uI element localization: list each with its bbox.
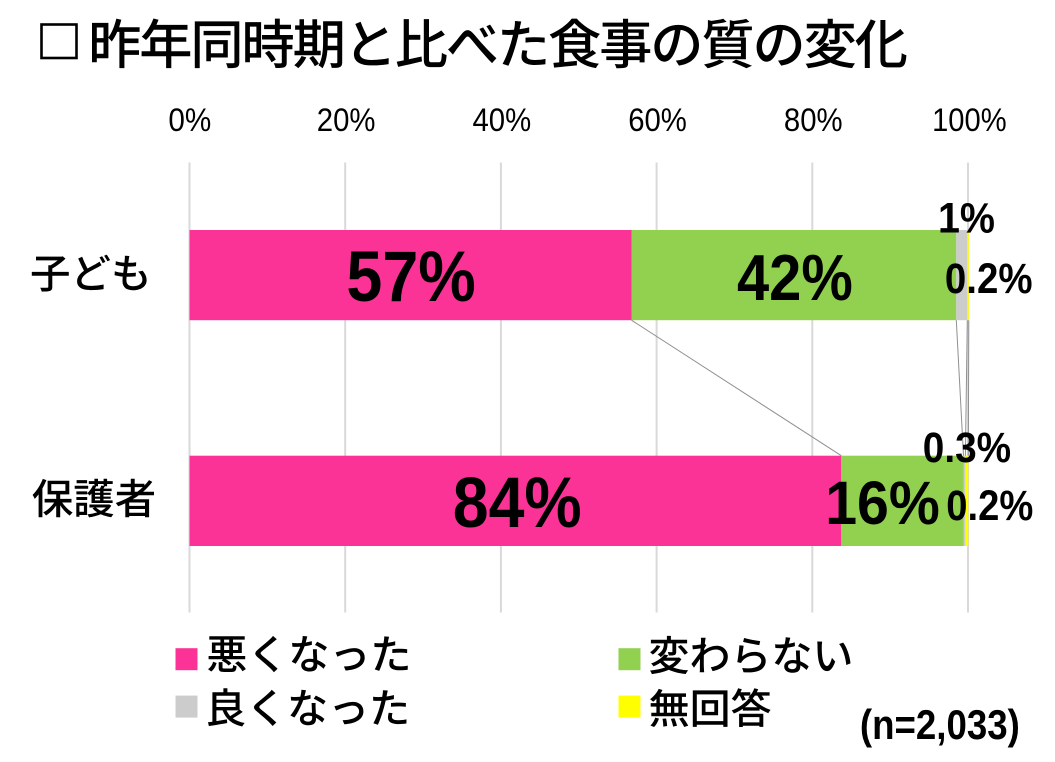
svg-text:20%: 20%: [317, 102, 376, 138]
svg-text:80%: 80%: [784, 102, 843, 138]
svg-text:16%: 16%: [825, 469, 940, 538]
svg-text:84%: 84%: [453, 464, 582, 543]
svg-text:0%: 0%: [168, 102, 211, 138]
svg-text:60%: 60%: [628, 102, 687, 138]
svg-text:42%: 42%: [737, 241, 853, 314]
svg-text:40%: 40%: [473, 102, 532, 138]
svg-text:0.2%: 0.2%: [946, 483, 1033, 530]
svg-text:0.3%: 0.3%: [923, 425, 1011, 472]
svg-text:1%: 1%: [938, 196, 995, 243]
svg-text:0.2%: 0.2%: [945, 256, 1033, 303]
svg-text:57%: 57%: [346, 238, 475, 317]
svg-text:100%: 100%: [932, 102, 1007, 138]
svg-text:(n=2,033): (n=2,033): [860, 701, 1020, 748]
